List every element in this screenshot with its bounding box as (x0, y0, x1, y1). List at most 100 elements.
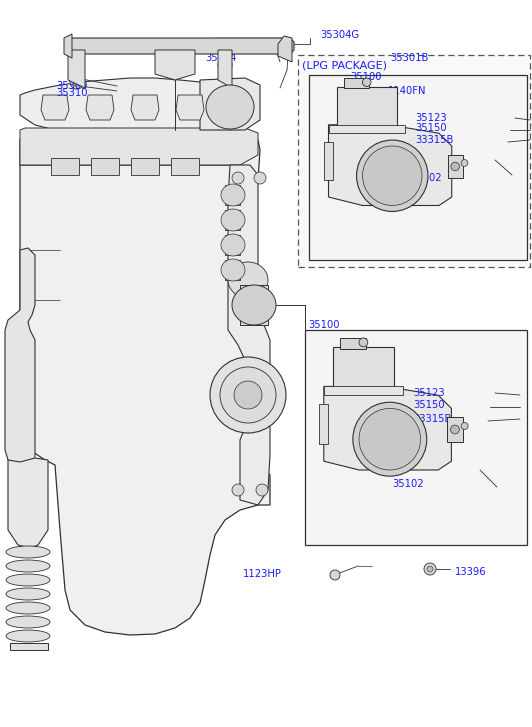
Polygon shape (5, 248, 35, 470)
Polygon shape (324, 142, 332, 180)
Polygon shape (20, 128, 258, 165)
Circle shape (232, 172, 244, 184)
Polygon shape (131, 95, 159, 120)
Text: 35309: 35309 (56, 81, 87, 91)
Circle shape (424, 563, 436, 575)
Text: 33315B: 33315B (413, 414, 451, 424)
Text: 13396: 13396 (455, 567, 487, 577)
Text: 35100: 35100 (308, 320, 339, 330)
Bar (337, 87, 396, 129)
Circle shape (427, 566, 433, 572)
Circle shape (362, 78, 371, 87)
Polygon shape (225, 260, 240, 280)
Polygon shape (64, 34, 72, 58)
Polygon shape (200, 78, 260, 130)
Ellipse shape (210, 357, 286, 433)
Ellipse shape (221, 234, 245, 256)
Circle shape (73, 78, 81, 86)
Polygon shape (225, 235, 240, 255)
Polygon shape (91, 158, 119, 175)
Text: 35123: 35123 (413, 388, 445, 398)
Circle shape (254, 172, 266, 184)
Text: 35304: 35304 (205, 53, 236, 63)
Text: 35150: 35150 (415, 123, 447, 133)
Ellipse shape (353, 402, 427, 476)
Ellipse shape (356, 140, 428, 212)
Polygon shape (41, 95, 69, 120)
Polygon shape (68, 38, 294, 54)
Ellipse shape (6, 602, 50, 614)
Polygon shape (240, 285, 268, 325)
Bar (298, 55, 530, 267)
Polygon shape (155, 50, 195, 80)
Polygon shape (278, 36, 292, 62)
Ellipse shape (206, 85, 254, 129)
Text: 35102: 35102 (392, 479, 423, 489)
Polygon shape (131, 158, 159, 175)
Polygon shape (10, 643, 48, 650)
Polygon shape (8, 458, 48, 548)
Text: 33315B: 33315B (415, 135, 453, 145)
Polygon shape (328, 125, 452, 206)
Ellipse shape (362, 146, 422, 206)
Text: 35304G: 35304G (320, 30, 359, 40)
Circle shape (359, 338, 368, 347)
Circle shape (70, 58, 84, 72)
Circle shape (70, 75, 84, 89)
Circle shape (232, 484, 244, 496)
Bar (328, 125, 405, 133)
Ellipse shape (6, 630, 50, 642)
Ellipse shape (221, 259, 245, 281)
Ellipse shape (221, 184, 245, 206)
Text: 35301B: 35301B (390, 53, 428, 63)
Bar (305, 330, 527, 545)
Ellipse shape (220, 367, 276, 423)
Polygon shape (218, 50, 232, 88)
Polygon shape (171, 158, 199, 175)
Ellipse shape (359, 409, 421, 470)
Polygon shape (86, 95, 114, 120)
Bar (339, 338, 366, 348)
Ellipse shape (232, 285, 276, 325)
Text: 35102: 35102 (410, 173, 442, 183)
Text: 35100: 35100 (350, 72, 381, 82)
Bar (447, 417, 463, 442)
Ellipse shape (6, 546, 50, 558)
Text: 35150: 35150 (413, 400, 445, 410)
Polygon shape (228, 165, 270, 505)
Circle shape (451, 162, 460, 171)
Polygon shape (324, 386, 451, 470)
Circle shape (219, 76, 231, 88)
Polygon shape (20, 130, 270, 635)
Circle shape (279, 43, 291, 55)
Circle shape (461, 160, 468, 166)
Polygon shape (225, 210, 240, 230)
Circle shape (461, 422, 468, 430)
Bar (332, 347, 394, 391)
Ellipse shape (228, 262, 268, 298)
Text: 35310: 35310 (56, 88, 87, 98)
Polygon shape (319, 404, 328, 443)
Text: 1123HP: 1123HP (243, 569, 282, 579)
Circle shape (330, 570, 340, 580)
Bar (344, 78, 369, 88)
Ellipse shape (6, 560, 50, 572)
Circle shape (451, 425, 459, 434)
Circle shape (218, 58, 232, 72)
Ellipse shape (6, 616, 50, 628)
Bar (309, 75, 527, 260)
Ellipse shape (6, 574, 50, 586)
Polygon shape (176, 95, 204, 120)
Bar (447, 155, 463, 178)
Polygon shape (68, 50, 85, 88)
Text: (LPG PACKAGE): (LPG PACKAGE) (302, 60, 387, 70)
Circle shape (170, 70, 180, 80)
Circle shape (256, 484, 268, 496)
Ellipse shape (221, 209, 245, 231)
Text: 35123: 35123 (415, 113, 447, 123)
Polygon shape (225, 185, 240, 205)
Polygon shape (20, 78, 240, 140)
Text: 1140FN: 1140FN (388, 86, 427, 96)
Ellipse shape (234, 381, 262, 409)
Polygon shape (51, 158, 79, 175)
